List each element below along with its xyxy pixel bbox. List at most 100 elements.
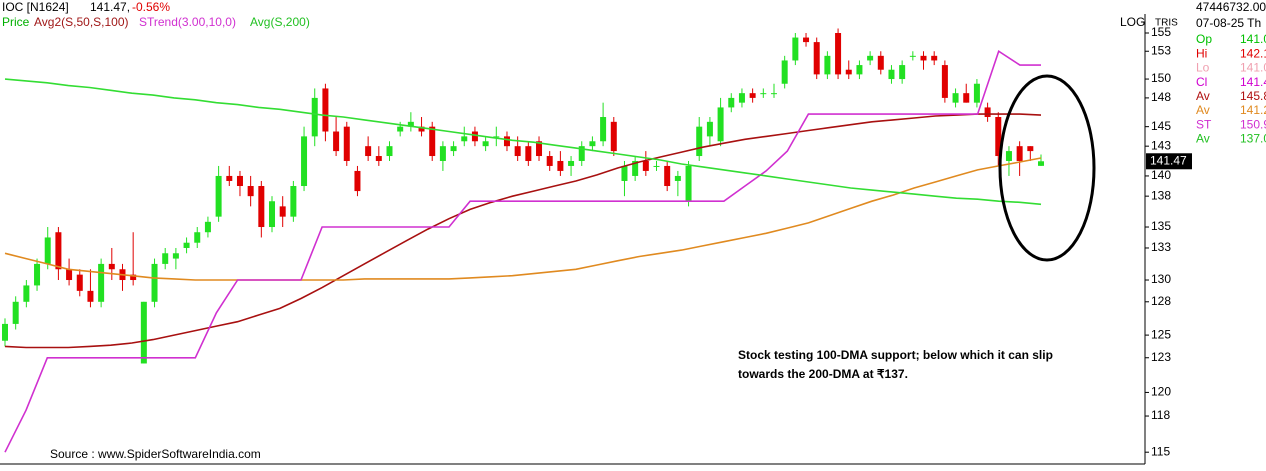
candle-body — [44, 237, 51, 264]
candle-body — [600, 117, 607, 142]
candle-body — [824, 55, 831, 75]
info-value: 137.01 — [1240, 132, 1266, 146]
candle-body — [333, 131, 340, 152]
candle-body — [493, 136, 500, 138]
candle-body — [236, 175, 243, 187]
info-label: Av — [1196, 89, 1210, 103]
candle-body — [770, 93, 777, 95]
candle-body — [653, 165, 660, 167]
candle-body — [269, 201, 276, 228]
candle-body — [568, 160, 575, 166]
candle-body — [685, 165, 692, 202]
info-label: Lo — [1196, 61, 1210, 75]
candle-body — [803, 37, 810, 43]
info-label: ST — [1196, 117, 1212, 131]
candle-body — [151, 263, 158, 302]
y-tick-label: 123 — [1151, 350, 1171, 364]
y-tick-label: 143 — [1151, 138, 1171, 152]
candle-body — [984, 107, 991, 118]
candle-body — [183, 242, 190, 248]
legend-entry: Price — [2, 15, 30, 29]
info-label: Op — [1196, 32, 1212, 46]
candle-body — [920, 55, 927, 61]
y-tick-label: 128 — [1151, 294, 1171, 308]
candle-body — [696, 126, 703, 157]
candle-body — [813, 42, 820, 75]
candle-body — [973, 83, 980, 103]
candle-body — [386, 146, 393, 157]
candle-body — [354, 170, 361, 192]
last-price: 141.47, — [90, 0, 130, 14]
chart-title: IOC [N1624] — [2, 0, 69, 14]
candle-body — [311, 97, 318, 137]
info-label: Cl — [1196, 75, 1207, 89]
candle-body — [172, 253, 179, 259]
candle-body — [952, 93, 959, 103]
info-value: 141.00 — [1240, 61, 1266, 75]
scale-label: LOG — [1120, 15, 1145, 29]
candle-body — [55, 232, 62, 270]
highlight-ellipse — [998, 74, 1096, 262]
candle-body — [632, 160, 639, 176]
source: Source : www.SpiderSoftwareIndia.com — [50, 447, 261, 461]
candle-body — [87, 290, 94, 302]
volume: 47446732.00 — [1196, 0, 1266, 14]
y-tick-label: 145 — [1151, 119, 1171, 133]
candle-body — [536, 141, 543, 157]
candle-body — [557, 160, 564, 171]
candle-body — [290, 186, 297, 217]
candle-body — [471, 131, 478, 142]
candle-body — [963, 93, 970, 103]
candle-body — [140, 301, 147, 364]
candle-body — [226, 175, 233, 181]
change: -0.56% — [132, 0, 170, 14]
candle-body — [279, 206, 286, 217]
candle-body — [450, 146, 457, 152]
y-tick-label: 148 — [1151, 90, 1171, 104]
candle-body — [610, 121, 617, 152]
candle-body — [204, 221, 211, 233]
candle-body — [12, 301, 19, 324]
candle-body — [578, 146, 585, 161]
candle-body — [642, 160, 649, 171]
candle-body — [877, 55, 884, 70]
candle-body — [439, 146, 446, 161]
indicator-line — [4, 49, 1041, 453]
price-tag-label: 141.47 — [1150, 153, 1187, 167]
date: 07-08-25 Th — [1196, 16, 1261, 30]
candle-body — [941, 65, 948, 98]
y-tick-label: 155 — [1151, 25, 1171, 39]
y-tick-label: 138 — [1151, 188, 1171, 202]
y-tick-label: 140 — [1151, 168, 1171, 182]
annotation: Stock testing 100-DMA support; below whi… — [738, 348, 1053, 362]
candle-body — [525, 146, 532, 161]
y-tick-label: 135 — [1151, 219, 1171, 233]
candle-body — [706, 121, 713, 137]
candle-body — [375, 156, 382, 161]
y-tick-label: 118 — [1151, 408, 1170, 422]
candle-body — [931, 55, 938, 61]
candle-body — [301, 136, 308, 187]
indicator-line — [4, 157, 1042, 281]
candle-body — [717, 107, 724, 142]
candle-body — [130, 274, 137, 281]
candle-body — [258, 186, 265, 228]
axis-label: TRIS — [1155, 18, 1178, 29]
candle-body — [1038, 161, 1044, 166]
candle-body — [674, 175, 681, 181]
candle-body — [589, 141, 596, 147]
candle-body — [867, 55, 874, 61]
candle-body — [503, 136, 510, 147]
candle-body — [909, 55, 916, 57]
candle-body — [760, 93, 767, 95]
candle-body — [1016, 146, 1023, 161]
candle-body — [34, 263, 41, 286]
candle-body — [397, 126, 404, 132]
candle-body — [856, 65, 863, 75]
candle-body — [1027, 146, 1034, 152]
candle-body — [407, 121, 414, 127]
y-tick-label: 153 — [1151, 43, 1171, 57]
y-tick-label: 130 — [1151, 272, 1171, 286]
candle-body — [98, 263, 105, 302]
